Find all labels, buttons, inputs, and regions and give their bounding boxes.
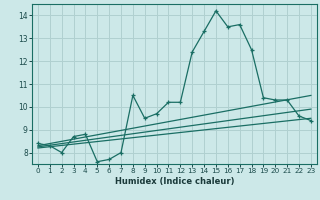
X-axis label: Humidex (Indice chaleur): Humidex (Indice chaleur) — [115, 177, 234, 186]
